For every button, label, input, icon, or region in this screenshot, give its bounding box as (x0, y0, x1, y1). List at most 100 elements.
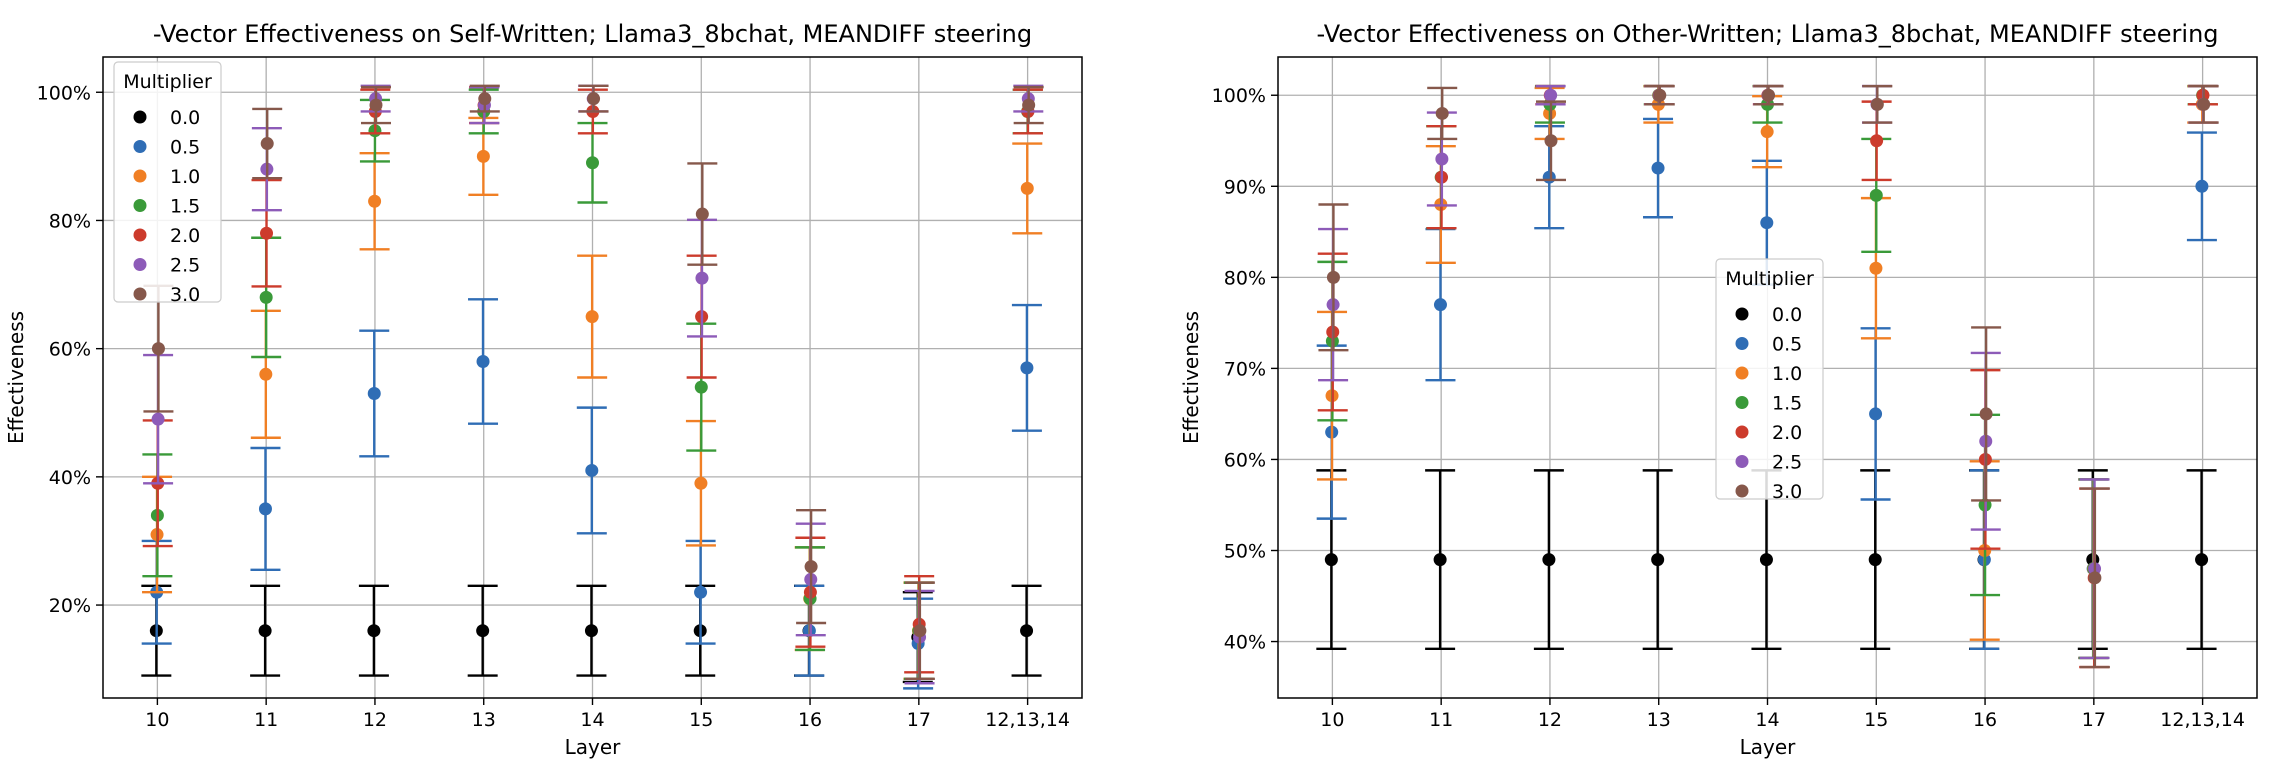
x-axis-label: Layer (1740, 735, 1797, 759)
legend-marker-1.5 (133, 199, 147, 212)
data-point (1653, 88, 1667, 102)
data-point (1759, 553, 1773, 567)
x-tick-label: 15 (1864, 709, 1888, 731)
data-point (1022, 98, 1036, 112)
data-point (367, 624, 381, 638)
data-point (368, 194, 382, 208)
data-point (694, 380, 708, 394)
x-tick-label: 11 (1429, 709, 1453, 731)
data-point (1868, 553, 1882, 567)
y-axis-label: Effectiveness (4, 311, 28, 444)
legend-marker-1.0 (1735, 366, 1749, 380)
data-point (1544, 134, 1558, 148)
legend-label: 3.0 (1772, 481, 1802, 503)
x-tick-label: 11 (254, 709, 278, 731)
data-point (695, 207, 709, 221)
legend: Multiplier 0.0 0.5 1.0 1.5 2.0 2.5 3.0 (113, 61, 222, 306)
data-point (1020, 361, 1034, 375)
x-tick-label: 17 (2082, 709, 2106, 731)
y-tick-label: 80% (1224, 267, 1266, 289)
x-axis: 10 11 12 13 14 15 16 17 12,13,14 (145, 698, 1070, 731)
data-point (1760, 125, 1774, 139)
legend-marker-0.5 (1735, 337, 1749, 350)
x-axis-label: Layer (565, 735, 622, 759)
series-3.0 (143, 84, 1044, 680)
y-axis-label: Effectiveness (1179, 311, 1203, 444)
legend-marker-2.0 (1735, 425, 1749, 439)
y-tick-label: 60% (1224, 449, 1266, 471)
legend-label: 2.5 (1772, 452, 1802, 474)
data-point (476, 354, 490, 368)
data-point (1869, 261, 1883, 275)
x-tick-label: 16 (798, 709, 822, 731)
legend-label: 1.5 (170, 196, 200, 218)
legend-label: 0.0 (170, 107, 200, 129)
x-tick-label: 15 (689, 709, 713, 731)
legend-marker-1.0 (133, 169, 147, 183)
y-tick-label: 90% (1224, 176, 1266, 198)
data-point (478, 92, 492, 106)
legend-marker-2.5 (133, 258, 147, 271)
data-point (694, 585, 708, 599)
legend-label: 0.5 (1772, 334, 1802, 356)
x-tick-label: 12,13,14 (2160, 709, 2245, 731)
legend-marker-0.0 (1735, 307, 1749, 321)
legend-label: 1.0 (170, 166, 200, 188)
data-point (476, 624, 490, 638)
y-tick-label: 70% (1224, 358, 1266, 380)
y-tick-label: 40% (49, 467, 91, 489)
x-tick-label: 16 (1973, 709, 1997, 731)
y-axis: 20% 40% 60% 80% 100% (37, 82, 103, 617)
y-tick-label: 80% (49, 210, 91, 232)
data-point (1651, 161, 1665, 175)
data-point (585, 463, 599, 477)
legend-label: 0.5 (170, 137, 200, 159)
data-point (260, 226, 274, 240)
data-point (695, 271, 709, 285)
data-point (586, 156, 599, 170)
legend-marker-2.0 (133, 228, 147, 242)
data-point (1870, 134, 1884, 148)
x-tick-label: 10 (145, 709, 169, 731)
data-point (1324, 553, 1338, 567)
data-point (259, 290, 273, 304)
data-point (694, 476, 708, 490)
data-point (367, 387, 381, 401)
x-tick-label: 10 (1320, 709, 1344, 731)
data-point (151, 412, 165, 426)
legend-label: 2.0 (1772, 422, 1802, 444)
legend: Multiplier 0.0 0.5 1.0 1.5 2.0 2.5 3.0 (1715, 258, 1824, 503)
x-tick-label: 17 (907, 709, 931, 731)
data-point (2088, 571, 2102, 585)
legend-title: Multiplier (1725, 268, 1814, 290)
legend-label: 1.0 (1772, 363, 1802, 385)
data-point (584, 624, 598, 638)
data-point (2195, 553, 2209, 567)
data-point (585, 310, 599, 324)
chart-panel-1: 10 11 12 13 14 15 16 17 12,13,14 20% 40% 60% 80% 100%… (4, 20, 1083, 759)
data-point (1762, 88, 1776, 102)
series-0.0 (141, 584, 1042, 684)
legend-label: 1.5 (1772, 393, 1802, 415)
y-tick-label: 100% (37, 82, 91, 104)
legend-marker-0.0 (133, 110, 147, 124)
data-point (1435, 106, 1449, 120)
legend-label: 2.5 (170, 255, 200, 277)
data-point (1760, 216, 1774, 230)
data-point (1326, 270, 1340, 284)
data-point (1542, 170, 1556, 184)
series-0.0 (1316, 469, 2217, 651)
data-point (1435, 152, 1449, 166)
data-point (1651, 553, 1665, 567)
data-point (1433, 553, 1447, 567)
legend-marker-1.5 (1735, 396, 1749, 409)
data-point (476, 149, 490, 163)
x-tick-label: 13 (472, 709, 496, 731)
data-point (258, 624, 272, 638)
data-point (2195, 179, 2209, 193)
data-point (1542, 553, 1556, 567)
data-point (260, 137, 274, 151)
chart-panel-2: 10 11 12 13 14 15 16 17 12,13,14 40% 50% 60% 70% 80% 9… (1179, 20, 2258, 759)
y-tick-label: 20% (49, 595, 91, 617)
